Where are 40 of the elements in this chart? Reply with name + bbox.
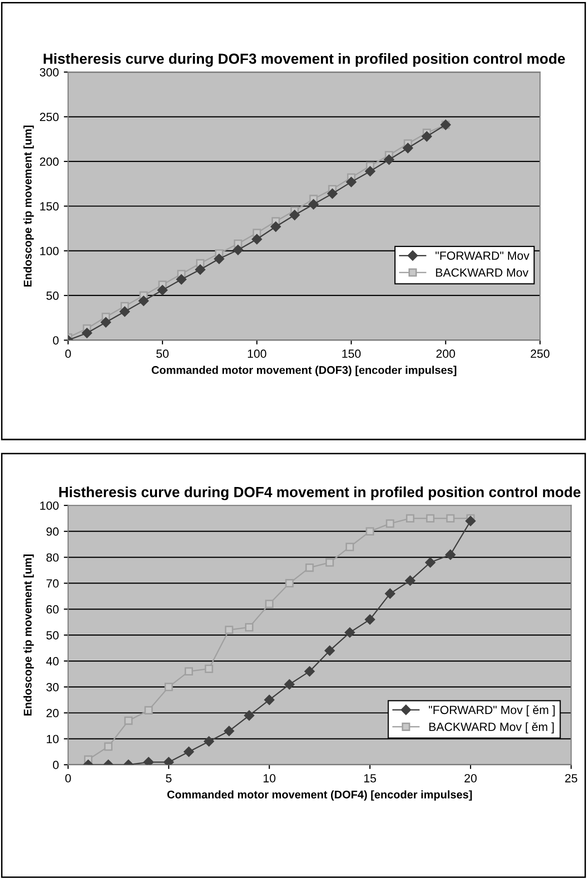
y-tick-label: 60 [46, 605, 59, 614]
x-tick-label: 0 [65, 774, 71, 782]
chart-title: Histheresis curve during DOF4 movement in profiled position control mode [59, 486, 580, 500]
y-tick-label: 50 [46, 292, 59, 300]
legend-label: "FORWARD" Mov [436, 251, 530, 260]
y-tick-label: 0 [52, 760, 59, 770]
x-tick-label: 50 [156, 350, 169, 358]
y-tick-label: 100 [40, 501, 59, 510]
x-axis-title: Commanded motor movement (DOF4) [encoder impulses] [167, 790, 472, 801]
y-tick-label: 40 [46, 657, 59, 666]
y-tick-label: 10 [46, 734, 59, 744]
y-tick-label: 0 [52, 336, 59, 345]
y-tick-label: 90 [46, 527, 59, 536]
x-tick-label: 10 [264, 774, 276, 782]
x-axis-title: Commanded motor movement (DOF3) [encoder impulses] [152, 366, 456, 376]
x-tick-label: 100 [248, 350, 266, 358]
x-tick-label: 200 [436, 350, 456, 358]
y-tick-label: 80 [46, 553, 59, 562]
y-axis-title: Endoscope tip movement [um] [23, 554, 34, 716]
y-tick-label: 50 [46, 631, 59, 640]
legend-label: BACKWARD Mov [436, 268, 528, 277]
x-tick-label: 150 [342, 350, 361, 358]
x-tick-label: 5 [166, 774, 172, 782]
y-tick-label: 250 [40, 112, 59, 122]
y-tick-label: 70 [46, 579, 59, 588]
y-tick-label: 30 [46, 682, 59, 692]
chart-title: Histheresis curve during DOF3 movement in profiled position control mode [44, 53, 565, 67]
y-tick-label: 300 [40, 68, 59, 76]
y-tick-label: 200 [40, 157, 59, 166]
legend-label: "FORWARD" Mov [ ěm ] [428, 705, 555, 716]
x-tick-label: 25 [565, 774, 578, 782]
x-tick-label: 0 [65, 350, 71, 358]
y-tick-label: 100 [40, 246, 59, 256]
y-axis-title: Endoscope tip movement [um] [23, 126, 34, 287]
x-tick-label: 20 [464, 774, 477, 782]
y-tick-label: 150 [40, 202, 59, 211]
x-tick-label: 15 [364, 774, 376, 782]
legend-label: BACKWARD Mov [ ěm ] [429, 722, 554, 734]
y-tick-label: 20 [46, 708, 59, 718]
x-tick-label: 250 [530, 350, 550, 358]
